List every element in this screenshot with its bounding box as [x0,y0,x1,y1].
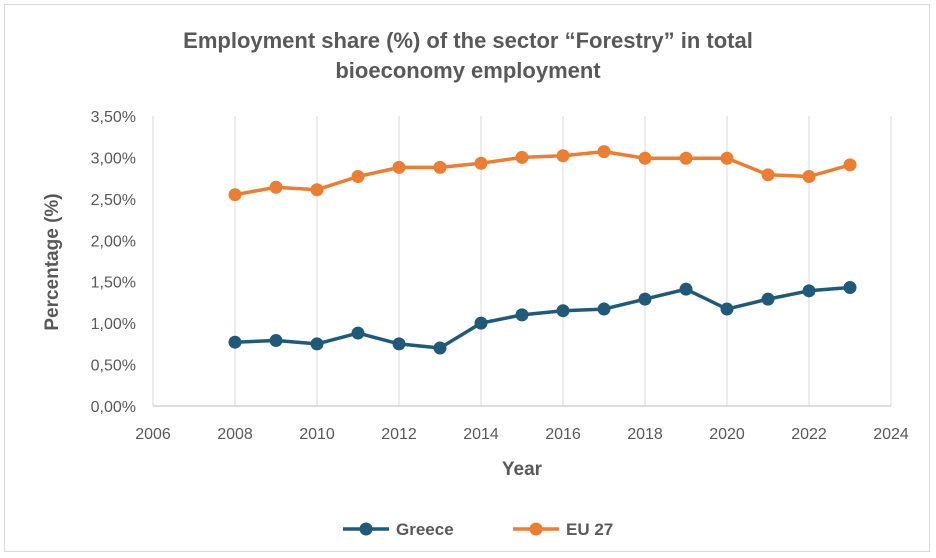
chart-title-line-2: bioeconomy employment [335,58,601,83]
series-greece [228,281,857,355]
legend-label-greece: Greece [396,520,454,539]
data-point-greece [638,292,652,306]
y-tick-label: 1,50% [91,275,136,292]
data-point-greece [310,337,324,351]
x-tick-label: 2018 [627,426,663,443]
data-point-eu-27 [392,160,406,174]
data-point-greece [556,304,570,318]
legend: Greece EU 27 [343,520,613,539]
x-tick-label: 2014 [463,426,499,443]
data-point-eu-27 [515,150,529,164]
data-point-eu-27 [597,145,611,159]
data-point-greece [597,302,611,316]
data-point-eu-27 [228,188,242,202]
x-tick-label: 2006 [135,426,171,443]
data-point-eu-27 [720,151,734,165]
data-point-eu-27 [556,149,570,163]
legend-item-eu-27: EU 27 [513,520,613,539]
chart-title-line-1: Employment share (%) of the sector “Fore… [183,28,753,53]
legend-marker-greece [359,522,373,536]
data-point-eu-27 [802,169,816,183]
x-tick-label: 2020 [709,426,745,443]
data-point-greece [269,334,283,348]
series-layer [228,145,857,355]
data-point-greece [720,302,734,316]
data-point-greece [761,292,775,306]
y-tick-label: 1,00% [91,316,136,333]
data-point-greece [392,337,406,351]
data-point-greece [474,316,488,330]
x-tick-label: 2012 [381,426,417,443]
x-tick-label: 2010 [299,426,335,443]
y-tick-label: 3,00% [91,150,136,167]
y-axis-ticks: 0,00% 0,50% 1,00% 1,50% 2,00% 2,50% 3,00% 3,50% [91,109,136,416]
y-tick-label: 2,50% [91,192,136,209]
y-tick-label: 0,00% [91,399,136,416]
data-point-greece [843,281,857,295]
data-point-eu-27 [474,156,488,170]
series-eu-27 [228,145,857,202]
y-tick-label: 0,50% [91,358,136,375]
y-axis-title: Percentage (%) [42,193,63,330]
data-point-eu-27 [433,160,447,174]
legend-item-greece: Greece [343,520,454,539]
x-tick-label: 2022 [791,426,827,443]
data-point-greece [802,284,816,298]
data-point-eu-27 [638,151,652,165]
data-point-eu-27 [310,183,324,197]
series-line-eu-27 [234,149,851,197]
chart-frame [4,4,930,552]
data-point-greece [228,335,242,349]
data-point-greece [351,326,365,340]
data-point-greece [679,282,693,296]
legend-label-eu-27: EU 27 [566,520,613,539]
data-point-eu-27 [679,151,693,165]
data-point-eu-27 [761,168,775,182]
data-point-greece [433,341,447,355]
x-axis-ticks: 2006 2008 2010 2012 2014 2016 2018 2020 2022 2024 [135,426,909,443]
y-tick-label: 2,00% [91,233,136,250]
series-line-greece [234,285,851,350]
legend-marker-eu-27 [529,522,543,536]
data-point-eu-27 [351,169,365,183]
x-axis-title: Year [502,459,543,480]
x-tick-label: 2008 [217,426,253,443]
y-tick-label: 3,50% [91,109,136,126]
data-point-eu-27 [843,158,857,172]
chart-title: Employment share (%) of the sector “Fore… [0,26,936,86]
data-point-eu-27 [269,180,283,194]
x-tick-label: 2016 [545,426,581,443]
x-tick-label: 2024 [873,426,909,443]
data-point-greece [515,308,529,322]
